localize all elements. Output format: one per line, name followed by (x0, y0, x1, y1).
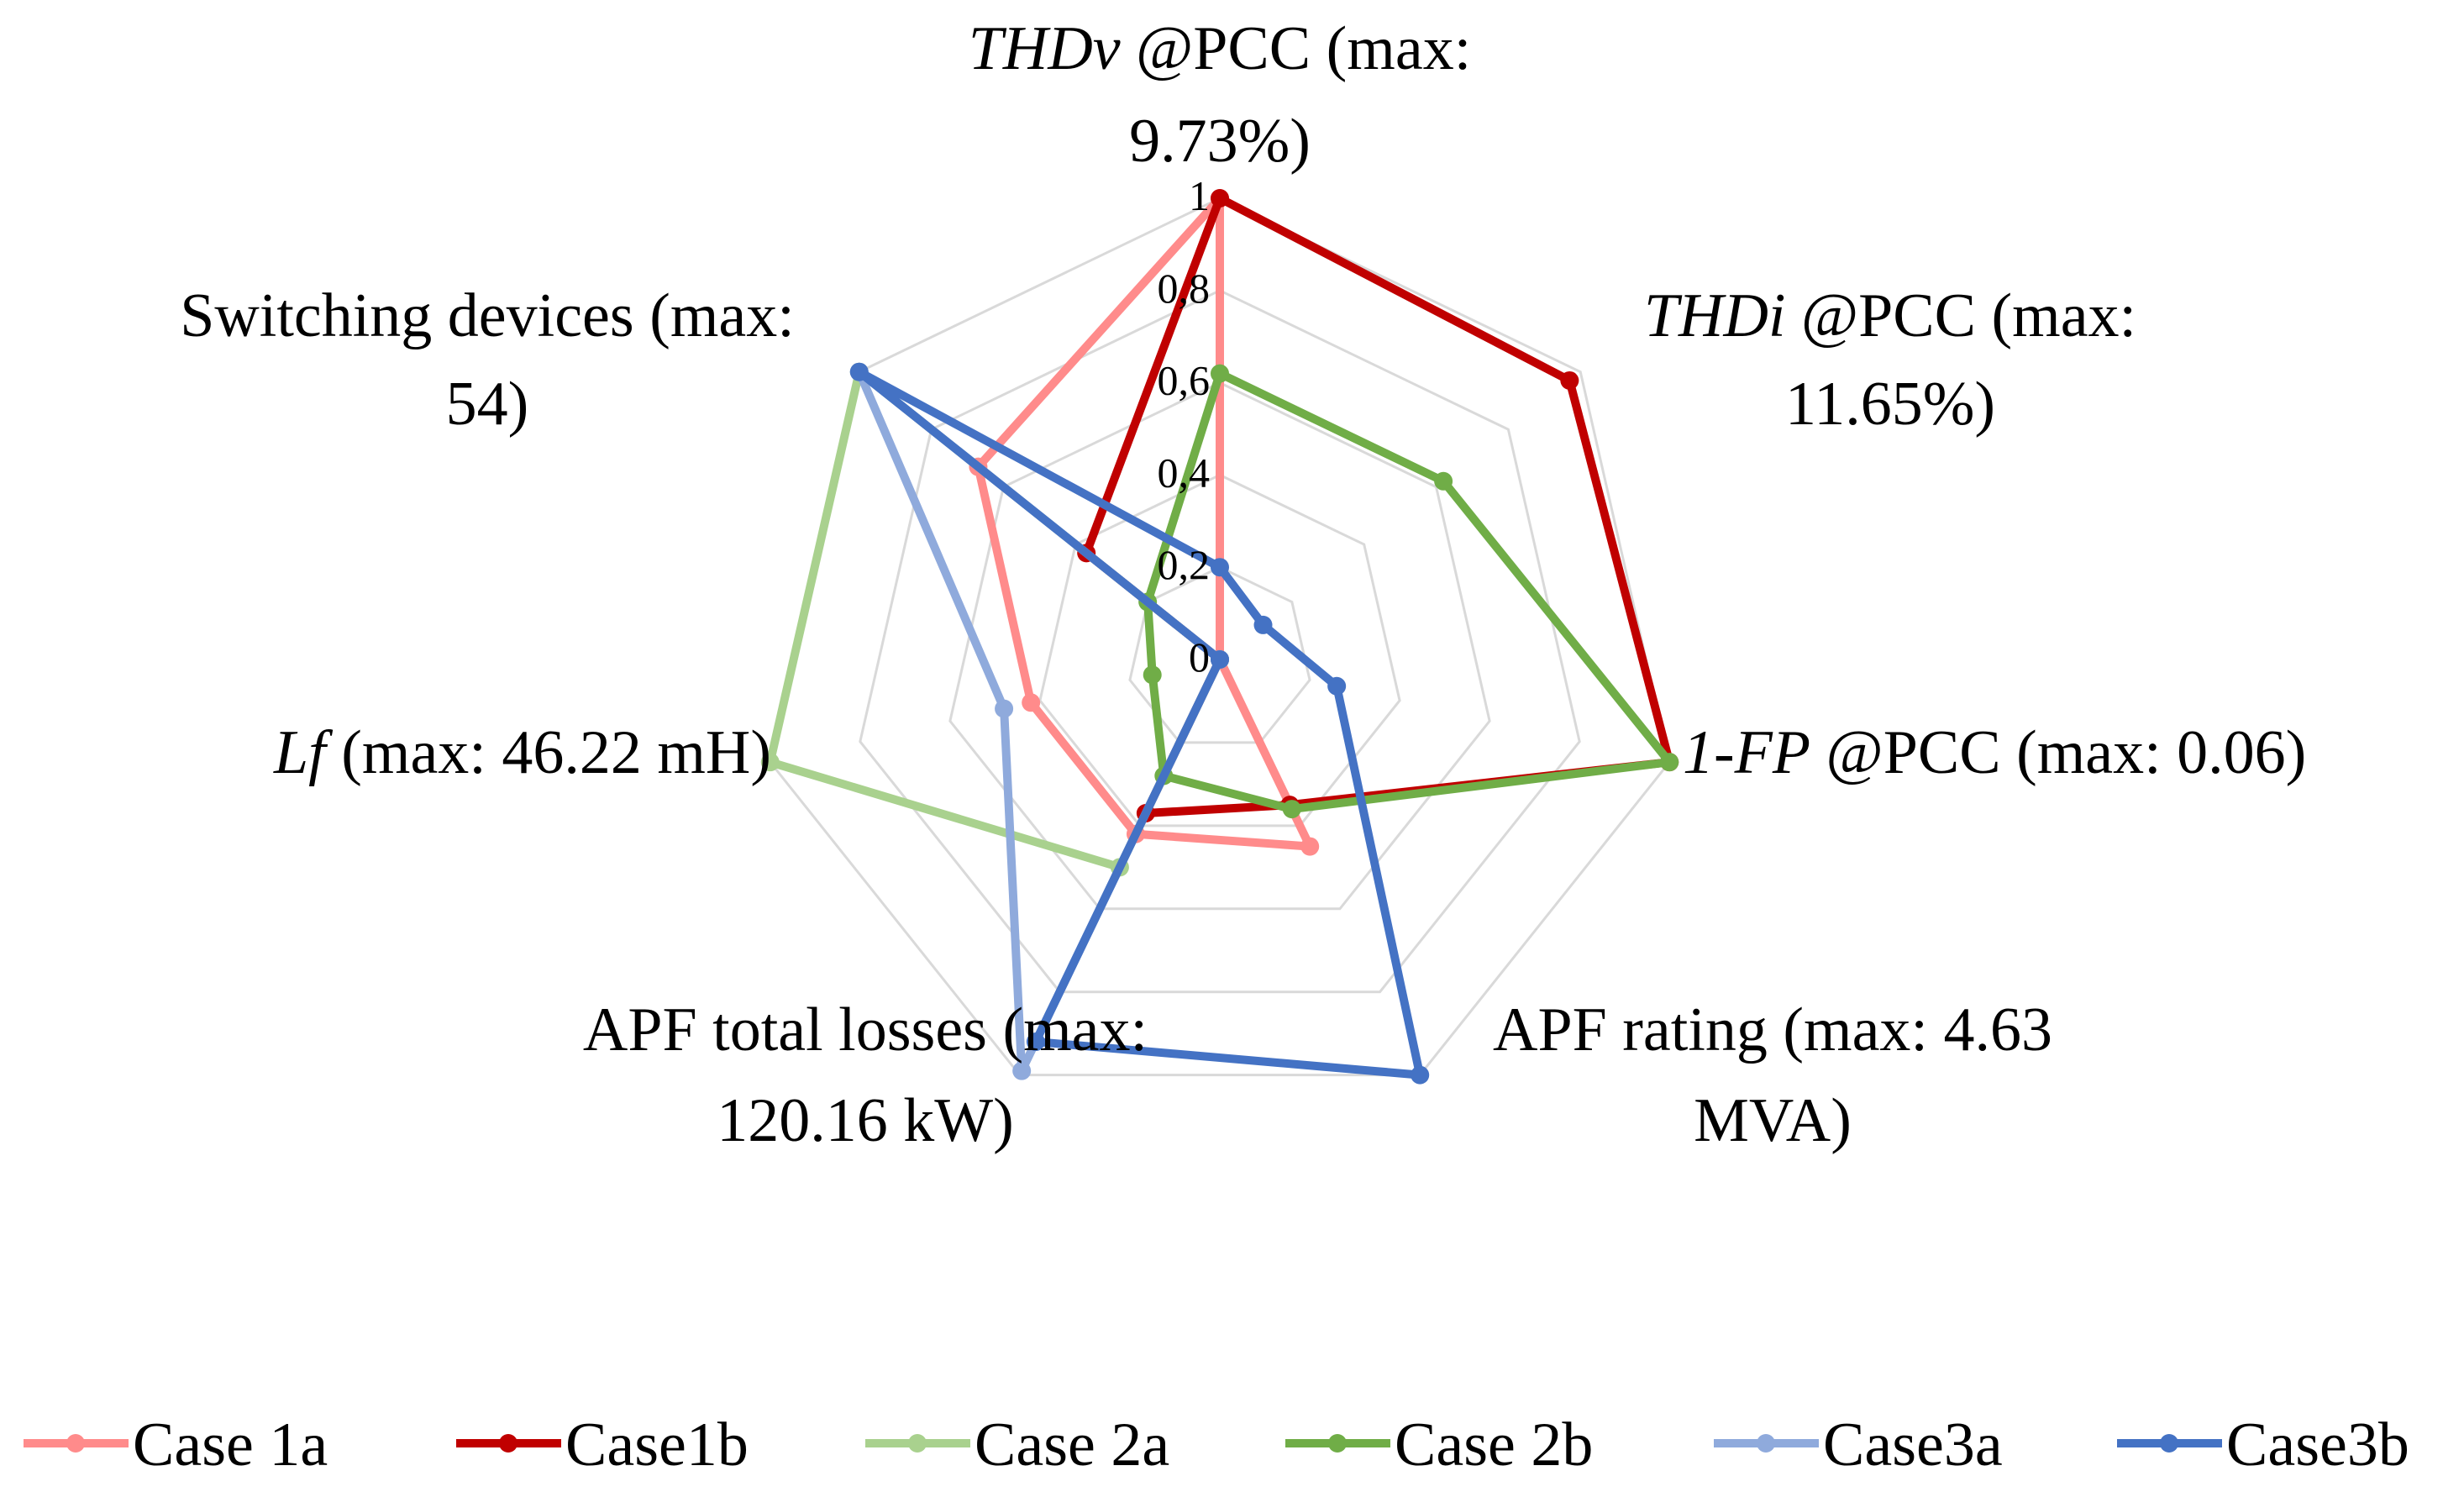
series-line-5 (854, 367, 1425, 1080)
gridline-2 (1038, 473, 1401, 827)
legend-item-5: Case3b (2117, 1411, 2409, 1479)
legend-label: Case3a (1823, 1411, 2003, 1479)
data-point-5-4 (1026, 1032, 1045, 1052)
axis-label-text: @PCC (max: (1121, 14, 1472, 83)
axis-label-line2-4: 120.16 kW) (717, 1086, 1014, 1155)
axis-label-line2-6: 54) (446, 370, 529, 439)
axis-label-text: @PCC (max: 0.06) (1810, 718, 2306, 787)
legend-swatch-marker (908, 1434, 927, 1453)
data-point-2-5 (760, 753, 780, 772)
tick-label-layer: 0 0,2 0,4 0,6 0,8 1 (1158, 172, 1211, 680)
data-point-5-0 (1211, 558, 1229, 577)
legend-label: Case3b (2226, 1411, 2409, 1479)
series-3 (1138, 364, 1679, 819)
legend: Case 1a Case1b Case 2a Case 2b Case3a Case3b (24, 1411, 2409, 1479)
tick-label: 0 (1189, 633, 1210, 680)
data-point-3-1 (1434, 471, 1453, 491)
data-point-5-3 (1411, 1065, 1430, 1085)
data-point-5-2 (1327, 676, 1347, 696)
legend-label: Case 2a (975, 1411, 1169, 1479)
legend-swatch-marker (1757, 1434, 1775, 1453)
legend-item-4: Case3a (1714, 1411, 2003, 1479)
axis-label-line2-3: MVA) (1694, 1086, 1852, 1155)
data-point-1-1 (1560, 370, 1579, 390)
legend-item-3: Case 2b (1285, 1411, 1593, 1479)
legend-label: Case 1a (133, 1411, 328, 1479)
data-point-1-0 (1211, 189, 1229, 208)
legend-swatch-marker (1328, 1434, 1347, 1453)
axis-label-4: APF total losses (max: (583, 996, 1148, 1064)
tick-label: 1 (1189, 172, 1210, 219)
axis-label-3: APF rating (max: 4.63 (1493, 996, 2052, 1064)
data-point-3-2 (1660, 753, 1679, 772)
axis-label-italic: THDi (1644, 281, 1786, 350)
data-point-4-4 (1012, 1061, 1032, 1080)
legend-item-2: Case 2a (865, 1411, 1169, 1479)
axis-label-italic: THDv (969, 14, 1121, 83)
data-point-5-5 (1211, 650, 1229, 669)
data-point-3-5 (1143, 665, 1162, 685)
axis-label-text: (max: 46.22 mH) (326, 718, 771, 787)
axis-label-line2-1: 11.65%) (1785, 370, 1995, 439)
legend-label: Case1b (565, 1411, 749, 1479)
data-point-5-6 (849, 362, 869, 381)
axis-label-text: @PCC (max: (1785, 281, 2136, 350)
series-5 (849, 362, 1430, 1085)
axis-label-italic: Lf (273, 718, 334, 787)
axis-label-text: APF total losses (max: (583, 996, 1148, 1064)
axis-label-2: 1-FP @PCC (max: 0.06) (1683, 718, 2306, 787)
legend-label: Case 2b (1395, 1411, 1593, 1479)
data-point-3-3 (1282, 800, 1301, 819)
data-point-4-5 (995, 699, 1014, 718)
axis-label-0: THDv @PCC (max: (969, 14, 1472, 83)
data-point-0-3 (1300, 837, 1320, 856)
axis-label-1: THDi @PCC (max: (1644, 281, 2136, 350)
axis-label-layer: THDv @PCC (max: 9.73%) THDi @PCC (max: 11.6… (180, 14, 2306, 1155)
legend-swatch-marker (2160, 1434, 2178, 1453)
tick-label: 0,4 (1158, 449, 1211, 496)
axis-label-text: Switching devices (max: (180, 281, 795, 350)
tick-label: 0,6 (1158, 357, 1211, 404)
series-line-3 (1143, 369, 1674, 814)
series-2 (760, 362, 1229, 877)
legend-swatch-marker (499, 1434, 517, 1453)
legend-swatch-marker (66, 1434, 85, 1453)
data-point-0-5 (1022, 693, 1041, 712)
series-layer (760, 189, 1679, 1085)
tick-label: 0,2 (1158, 541, 1211, 588)
legend-item-1: Case1b (456, 1411, 749, 1479)
axis-label-5: Lf (max: 46.22 mH) (273, 718, 771, 787)
axis-label-text: APF rating (max: 4.63 (1493, 996, 2052, 1064)
data-point-5-1 (1253, 615, 1273, 634)
legend-item-0: Case 1a (24, 1411, 328, 1479)
axis-label-line2-0: 9.73%) (1129, 107, 1311, 176)
data-point-3-0 (1211, 364, 1229, 383)
gridline-4 (859, 289, 1581, 994)
axis-label-6: Switching devices (max: (180, 281, 795, 350)
tick-label: 0,8 (1158, 265, 1211, 312)
axis-label-italic: 1-FP (1683, 718, 1810, 787)
